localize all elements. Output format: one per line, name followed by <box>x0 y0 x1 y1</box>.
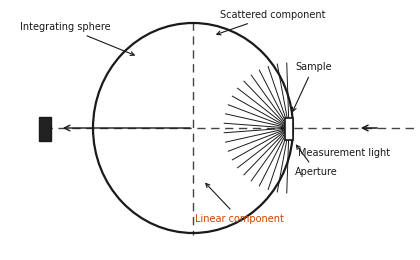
Text: Linear component: Linear component <box>195 183 284 224</box>
Text: Measurement light: Measurement light <box>298 148 390 158</box>
Text: Integrating sphere: Integrating sphere <box>20 22 134 55</box>
Text: Aperture: Aperture <box>295 145 338 177</box>
Text: Scattered component: Scattered component <box>217 10 326 35</box>
Bar <box>285 118 293 140</box>
Text: Sample: Sample <box>293 62 332 111</box>
Bar <box>39 117 51 141</box>
